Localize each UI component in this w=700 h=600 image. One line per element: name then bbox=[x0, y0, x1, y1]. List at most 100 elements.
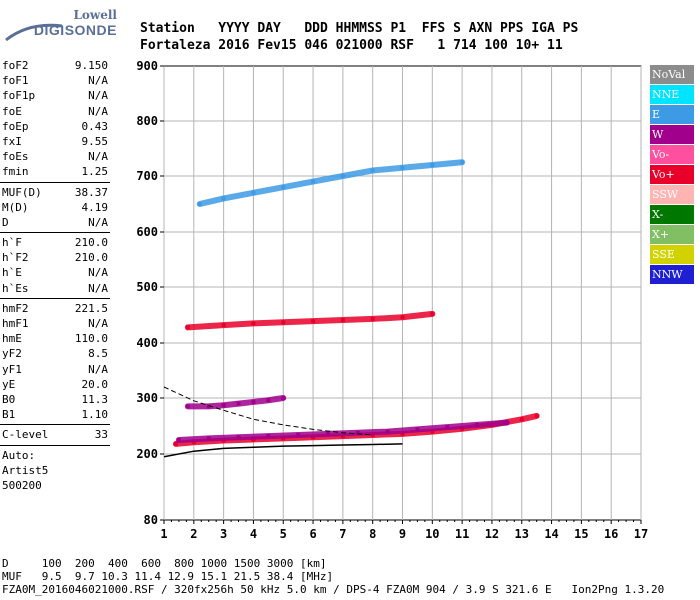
legend-item-w: W bbox=[650, 125, 694, 145]
echo-point bbox=[236, 401, 241, 406]
param-value: 11.3 bbox=[81, 392, 109, 406]
param-label: hmF1 bbox=[2, 317, 29, 330]
echo-point bbox=[266, 434, 271, 439]
param-label: hmE bbox=[2, 332, 22, 346]
param-label: hmF2 bbox=[2, 301, 29, 315]
y-tick-label: 500 bbox=[136, 280, 158, 294]
param-divider bbox=[0, 424, 110, 426]
echo-point bbox=[296, 432, 301, 437]
param-value: N/A bbox=[88, 317, 108, 330]
echo-point bbox=[370, 316, 375, 321]
param-label: foEs bbox=[2, 150, 29, 164]
param-row: B1 1.10 bbox=[0, 407, 112, 422]
echo-point bbox=[176, 438, 181, 442]
x-tick-label: 13 bbox=[515, 527, 529, 541]
echo-point bbox=[460, 160, 465, 165]
param-divider bbox=[0, 232, 110, 234]
param-label: C-level bbox=[2, 428, 49, 442]
polarization-legend: NoVal NNE E W Vo- Vo+ SSW X- X+ SSE NNW bbox=[650, 65, 694, 285]
y-tick-label: 300 bbox=[136, 391, 158, 405]
param-label: h`F2 bbox=[2, 251, 29, 265]
echo-point bbox=[430, 311, 435, 316]
echo-point bbox=[236, 435, 241, 440]
param-label: h`Es bbox=[2, 281, 29, 295]
param-value: N/A bbox=[88, 215, 108, 229]
logo-swoosh-icon bbox=[5, 23, 63, 42]
distance-row: D 100 200 400 600 800 1000 1500 3000 [km… bbox=[2, 557, 327, 570]
param-row: foEs N/A bbox=[0, 149, 112, 164]
param-value: N/A bbox=[88, 89, 108, 103]
muf-row: MUF 9.5 9.7 10.3 11.4 12.9 15.1 21.5 38.… bbox=[2, 570, 334, 583]
param-group-1: foF2 9.150 foF1 N/A foF1p N/A foE N/A foEp 0.43 fx… bbox=[0, 58, 112, 180]
echo-point bbox=[221, 403, 226, 408]
digisonde-logo: Lowell DIGISONDE bbox=[4, 6, 129, 46]
param-value: 110.0 bbox=[74, 332, 108, 346]
logo-line2: DIGISONDE bbox=[33, 22, 117, 38]
legend-item-x-: X- bbox=[650, 205, 694, 225]
echo-point bbox=[251, 399, 256, 404]
param-value: 210.0 bbox=[74, 251, 108, 265]
param-row: C-level 33 bbox=[0, 427, 112, 442]
x-tick-label: 17 bbox=[634, 527, 648, 541]
param-value: 1.10 bbox=[81, 408, 109, 422]
param-value: 9.55 bbox=[81, 134, 109, 148]
param-value: N/A bbox=[88, 362, 108, 376]
x-tick-label: 8 bbox=[369, 527, 376, 541]
echo-point bbox=[340, 174, 345, 178]
param-row: yF2 8.5 bbox=[0, 346, 112, 361]
x-tick-label: 4 bbox=[250, 527, 257, 541]
param-row: fxI 9.55 bbox=[0, 134, 112, 149]
echo-point bbox=[251, 321, 256, 326]
param-label: foF1 bbox=[2, 74, 29, 88]
x-tick-label: 14 bbox=[544, 527, 558, 541]
param-divider bbox=[0, 297, 110, 299]
x-tick-label: 6 bbox=[309, 527, 316, 541]
scaled-parameters-panel: foF2 9.150 foF1 N/A foF1p N/A foE N/A foEp 0.43 fx… bbox=[0, 58, 112, 493]
param-row: h`F2 210.0 bbox=[0, 250, 112, 265]
echo-trace bbox=[175, 419, 510, 443]
echo-point bbox=[185, 404, 190, 409]
param-divider bbox=[0, 181, 110, 183]
param-row: yE 20.0 bbox=[0, 377, 112, 392]
echo-point bbox=[281, 185, 286, 190]
param-row: B0 11.3 bbox=[0, 392, 112, 407]
echo-point bbox=[504, 420, 509, 425]
param-label: fxI bbox=[2, 134, 22, 148]
param-group-2: MUF(D) 38.37 M(D) 4.19 D N/A bbox=[0, 185, 112, 231]
echo-point bbox=[311, 319, 316, 324]
param-row: foEp 0.43 bbox=[0, 119, 112, 134]
echo-point bbox=[400, 431, 405, 436]
echo-point bbox=[206, 436, 211, 441]
footer-info: D 100 200 400 600 800 1000 1500 3000 [km… bbox=[2, 557, 664, 596]
param-value: 33 bbox=[94, 428, 108, 442]
legend-item-noval: NoVal bbox=[650, 65, 694, 85]
param-value: N/A bbox=[88, 281, 108, 295]
legend-item-x-: X+ bbox=[650, 225, 694, 245]
x-tick-label: 5 bbox=[280, 527, 287, 541]
legend-item-vo-: Vo- bbox=[650, 145, 694, 165]
param-divider bbox=[0, 444, 110, 446]
x-tick-label: 11 bbox=[455, 527, 469, 541]
legend-item-ssw: SSW bbox=[650, 185, 694, 205]
echo-point bbox=[173, 441, 178, 446]
header-labels: Station YYYY DAY DDD HHMMSS P1 FFS S AXN… bbox=[140, 21, 579, 36]
echo-point bbox=[325, 431, 330, 436]
echo-point bbox=[430, 163, 435, 167]
echo-point bbox=[197, 202, 202, 206]
y-tick-label: 80 bbox=[144, 513, 158, 527]
param-label: foE bbox=[2, 104, 22, 118]
param-value: 0.43 bbox=[81, 119, 109, 133]
param-group-5: C-level 33 bbox=[0, 427, 112, 442]
param-row: hmF2 221.5 bbox=[0, 301, 112, 316]
param-row: MUF(D) 38.37 bbox=[0, 185, 112, 200]
param-label: h`E bbox=[2, 266, 22, 280]
param-label: yF2 bbox=[2, 347, 22, 361]
param-label: D bbox=[2, 215, 9, 229]
echo-point bbox=[191, 440, 196, 445]
echo-point bbox=[206, 404, 211, 409]
param-group-4: hmF2 221.5 hmF1 N/A hmE 110.0 yF2 8.5 yF1 N/A yE 20… bbox=[0, 301, 112, 423]
param-label: fmin bbox=[2, 165, 29, 179]
param-value: N/A bbox=[88, 150, 108, 164]
echo-point bbox=[430, 429, 435, 434]
param-value: N/A bbox=[88, 74, 108, 88]
